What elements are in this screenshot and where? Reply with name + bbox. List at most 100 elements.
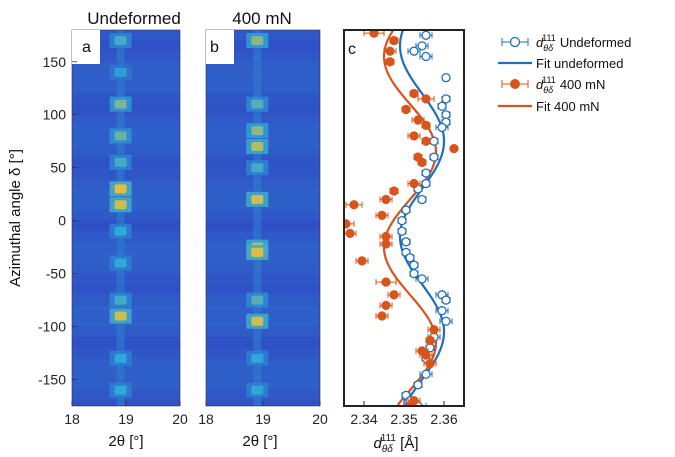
legend: dθδ111 Undeformed Fit undeformed dθδ111 400 … [498, 33, 631, 114]
data-point-undeformed [429, 152, 439, 162]
x-tick-label: 18 [64, 411, 80, 427]
data-point-400mn [344, 219, 351, 229]
data-point-400mn [449, 143, 459, 154]
data-point-undeformed [401, 237, 411, 247]
panel-a-letter: a [82, 39, 91, 56]
heatmap-peak-line [253, 30, 262, 406]
data-point-400mn [409, 131, 419, 141]
data-point-undeformed [421, 30, 431, 40]
data-point-undeformed [397, 226, 407, 236]
panel-b-letter-box [206, 30, 234, 64]
data-point-400mn [409, 178, 419, 189]
heatmap-row [72, 167, 180, 179]
data-point-400mn [421, 350, 431, 360]
data-point-undeformed [437, 101, 447, 111]
data-point-undeformed [405, 253, 415, 263]
heatmap-band [251, 126, 264, 136]
legend-label: Fit 400 mN [536, 99, 600, 114]
heatmap-row [72, 284, 180, 295]
data-point-400mn [429, 325, 439, 335]
x-tick-label: 20 [312, 411, 328, 427]
x-tick-label: 2.36 [430, 411, 457, 427]
y-tick-label: 100 [43, 107, 67, 123]
heatmap-band [114, 385, 127, 395]
heatmap-band [251, 163, 264, 173]
y-tick-label: -50 [46, 266, 66, 282]
data-point-400mn [357, 256, 367, 266]
data-point-400mn [405, 401, 415, 406]
y-tick-label: -100 [38, 319, 66, 335]
panel-a: Undeformed a 18 19 20 -150 -100 -50 0 50 100 150… [38, 9, 188, 450]
heatmap-band [114, 67, 127, 77]
heatmap-band [251, 385, 264, 395]
heatmap-row [72, 241, 180, 253]
heatmap-band [114, 311, 127, 321]
data-point-400mn [417, 157, 427, 168]
heatmap-row [72, 114, 180, 126]
heatmap-row [72, 82, 180, 94]
heatmap-band [114, 131, 127, 141]
data-point-400mn [381, 300, 391, 311]
data-point-400mn [377, 311, 387, 321]
data-point-400mn [385, 46, 395, 56]
heatmap-band [114, 99, 127, 109]
heatmap-row [72, 146, 180, 158]
panel-b: 400 mN b 18 19 20 2θ [°] [198, 9, 328, 450]
data-point-undeformed [397, 215, 407, 226]
data-point-undeformed [441, 295, 451, 305]
legend-marker-undeformed [509, 36, 521, 48]
data-point-400mn [413, 115, 423, 125]
data-point-undeformed [441, 316, 451, 326]
data-point-undeformed [409, 46, 419, 56]
panel-c-plot-area [344, 30, 459, 406]
data-point-400mn [389, 35, 399, 46]
data-point-400mn [381, 194, 391, 205]
panel-a-letter-box [72, 30, 100, 64]
data-point-400mn [425, 358, 435, 369]
heatmap-row [206, 305, 320, 316]
panel-c-xlabel-main: d [373, 435, 382, 452]
heatmap-row [206, 178, 320, 189]
data-point-undeformed [409, 260, 419, 270]
data-point-undeformed [437, 306, 447, 316]
data-point-400mn [345, 228, 355, 239]
heatmap-band [251, 99, 264, 109]
data-point-400mn [389, 186, 399, 196]
data-point-undeformed [441, 73, 451, 83]
data-point-400mn [421, 136, 431, 146]
data-point-400mn [369, 30, 379, 38]
panel-b-xlabel: 2θ [°] [242, 433, 277, 450]
panel-c-xlabel: dθδ111 [Å] [373, 433, 418, 455]
heatmap-band [114, 184, 127, 194]
y-tick-label: -150 [38, 372, 66, 388]
heatmap-row [72, 273, 180, 285]
heatmap-band [114, 226, 127, 236]
data-point-400mn [389, 290, 399, 300]
data-point-400mn [381, 277, 391, 287]
data-point-400mn [385, 57, 395, 67]
data-point-undeformed [401, 205, 411, 215]
data-point-undeformed [421, 168, 431, 178]
fit-line [382, 30, 438, 406]
heatmap-row [206, 326, 320, 338]
x-tick-label: 2.35 [390, 411, 417, 427]
heatmap-row [72, 210, 180, 221]
panel-a-xlabel: 2θ [°] [108, 433, 143, 450]
panel-a-y-ticks: -150 -100 -50 0 50 100 150 [38, 54, 77, 388]
data-point-undeformed [421, 51, 431, 62]
panel-b-letter: b [210, 39, 219, 56]
x-tick-label: 18 [198, 411, 214, 427]
data-point-undeformed [417, 194, 427, 205]
heatmap-row [206, 72, 320, 83]
panel-c-letter: c [348, 41, 356, 58]
heatmap-row [206, 337, 320, 348]
heatmap-row [72, 326, 180, 338]
heatmap-band [114, 157, 127, 167]
heatmap-band [114, 295, 127, 305]
heatmap-row [206, 368, 320, 380]
heatmap-row [72, 368, 180, 380]
panel-c-xlabel-unit: [Å] [396, 435, 419, 452]
data-point-400mn [377, 210, 387, 221]
legend-marker-400mn [510, 79, 520, 89]
